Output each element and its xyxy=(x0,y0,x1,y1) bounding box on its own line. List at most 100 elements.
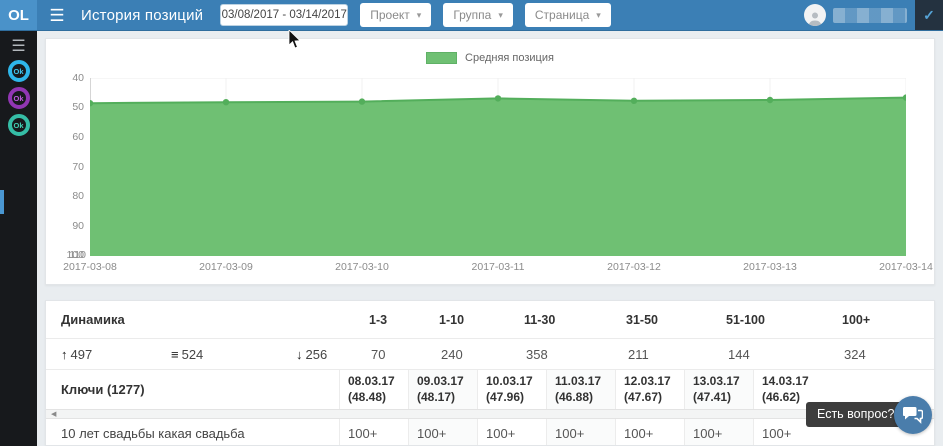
dropdown-group-label: Группа xyxy=(453,8,492,22)
left-sidebar: ☰ Ok Ok Ok xyxy=(0,30,37,446)
mover-count: 256 xyxy=(305,346,328,362)
username-redacted xyxy=(833,7,907,23)
date-column-header: 14.03.17 (46.62) xyxy=(753,370,822,409)
date-average: (46.62) xyxy=(762,389,801,404)
date-range-input[interactable] xyxy=(220,4,349,26)
dropdown-project-label: Проект xyxy=(370,8,410,22)
range-header-31-50: 31-50 xyxy=(626,312,658,327)
keys-date-columns: 08.03.17 (48.48) 09.03.17 (48.17) 10.03.17 (4… xyxy=(339,370,822,409)
x-tick-label: 2017-03-13 xyxy=(743,261,797,273)
x-tick-label: 2017-03-10 xyxy=(335,261,389,273)
x-tick-label: 2017-03-12 xyxy=(607,261,661,273)
range-value: 211 xyxy=(628,346,649,362)
keyword-text: 10 лет свадьбы какая свадьба xyxy=(61,425,245,441)
dynamics-range-values: 70 240 358 211 144 324 xyxy=(371,346,934,362)
chevron-down-icon: ▾ xyxy=(416,9,422,20)
date-average: (46.88) xyxy=(555,389,594,404)
y-tick-label: 80 xyxy=(72,190,84,203)
dynamics-header-row: Динамика 1-3 1-10 11-30 31-50 51-100 100+ xyxy=(46,301,934,339)
scroll-left-icon[interactable]: ◀ xyxy=(51,410,57,418)
avatar[interactable] xyxy=(804,4,826,26)
confirm-check-button[interactable]: ✓ xyxy=(915,0,943,30)
y-tick-label: 70 xyxy=(72,160,84,173)
user-icon xyxy=(808,12,822,26)
y-tick-label: 60 xyxy=(72,130,84,143)
chevron-down-icon: ▾ xyxy=(596,9,601,20)
date-average: (48.48) xyxy=(348,389,387,404)
sidebar-status-badge-1[interactable]: Ok xyxy=(7,60,30,82)
dropdown-page-label: Страница xyxy=(534,8,590,22)
sidebar-badges: Ok Ok Ok xyxy=(0,60,37,136)
x-tick-label: 2017-03-14 xyxy=(879,261,933,273)
same-arrow-icon: ≡ xyxy=(171,346,179,362)
dropdown-project[interactable]: Проект ▾ xyxy=(360,3,432,27)
y-tick-label: 90 xyxy=(72,219,84,232)
dropdown-group[interactable]: Группа ▾ xyxy=(443,3,513,27)
range-value: 144 xyxy=(728,346,750,362)
keyword-position-cell: 100+ xyxy=(408,419,477,445)
keyword-position-cell: 100+ xyxy=(753,419,822,445)
dynamics-title: Динамика xyxy=(61,312,125,327)
header-dropdowns: Проект ▾ Группа ▾ Страница ▾ xyxy=(348,3,611,27)
date-average: (48.17) xyxy=(417,389,456,404)
sidebar-status-badge-2[interactable]: Ok xyxy=(7,87,30,109)
menu-hamburger-icon[interactable]: ☰ xyxy=(49,5,65,25)
legend-label: Средняя позиция xyxy=(465,52,554,64)
date-label: 08.03.17 xyxy=(348,374,395,388)
date-column-header: 11.03.17 (46.88) xyxy=(546,370,615,409)
keyword-position-cell: 100+ xyxy=(477,419,546,445)
mover-down: ↓ 256 xyxy=(296,347,371,362)
range-value: 358 xyxy=(526,346,548,362)
range-header-1-10: 1-10 xyxy=(439,312,465,327)
chevron-down-icon: ▾ xyxy=(498,9,503,20)
date-label: 13.03.17 xyxy=(693,374,740,388)
main-content: Средняя позиция 40 50 60 70 80 90 100 110 2017-… xyxy=(37,30,943,446)
keyword-position-cell: 100+ xyxy=(339,419,408,445)
position-chart-panel: Средняя позиция 40 50 60 70 80 90 100 110 2017-… xyxy=(45,38,935,285)
range-value: 324 xyxy=(844,346,866,362)
page-title: История позиций xyxy=(81,6,204,24)
chart-legend[interactable]: Средняя позиция xyxy=(46,52,934,64)
keyword-values: 100+ 100+ 100+ 100+ 100+ 100+ 100+ xyxy=(339,419,822,445)
keys-title: Ключи (1277) xyxy=(61,382,145,397)
y-tick-label: 50 xyxy=(72,101,84,114)
dropdown-page[interactable]: Страница ▾ xyxy=(524,3,611,27)
sidebar-active-indicator xyxy=(0,190,4,214)
legend-swatch xyxy=(426,52,458,64)
app-logo[interactable]: OL xyxy=(0,0,37,30)
horizontal-scrollbar[interactable]: ◀ xyxy=(46,409,934,419)
sidebar-status-badge-3[interactable]: Ok xyxy=(7,114,30,136)
positions-table-panel: Динамика 1-3 1-10 11-30 31-50 51-100 100+ ↑ 49… xyxy=(45,300,935,446)
mover-up: ↑ 497 xyxy=(46,347,171,362)
range-header-100+: 100+ xyxy=(842,312,871,327)
mover-same: ≡ 524 xyxy=(171,347,296,362)
dynamics-values-row: ↑ 497 ≡ 524 ↓ 256 70 240 358 211 144 324 xyxy=(46,339,934,369)
y-tick-label: 40 xyxy=(72,71,84,84)
help-tooltip: Есть вопрос? xyxy=(806,402,908,427)
y-tick-label-overlap: 100 xyxy=(66,249,84,261)
range-header-11-30: 11-30 xyxy=(524,312,556,327)
x-tick-label: 2017-03-11 xyxy=(471,261,525,273)
dynamics-movers: ↑ 497 ≡ 524 ↓ 256 xyxy=(46,347,371,362)
range-value: 240 xyxy=(441,346,463,362)
range-header-51-100: 51-100 xyxy=(726,312,765,327)
range-header-1-3: 1-3 xyxy=(369,312,388,327)
x-tick-label: 2017-03-09 xyxy=(199,261,253,273)
date-column-header: 12.03.17 (47.67) xyxy=(615,370,684,409)
chat-bubbles-icon xyxy=(903,407,923,424)
keyword-row[interactable]: 10 лет свадьбы какая свадьба 100+ 100+ 100+… xyxy=(46,419,934,445)
date-column-header: 13.03.17 (47.41) xyxy=(684,370,753,409)
date-column-header: 10.03.17 (47.96) xyxy=(477,370,546,409)
chat-widget-button[interactable] xyxy=(894,396,932,434)
date-column-header: 09.03.17 (48.17) xyxy=(408,370,477,409)
mover-count: 524 xyxy=(181,346,204,362)
date-label: 14.03.17 xyxy=(762,374,809,388)
sidebar-menu-icon[interactable]: ☰ xyxy=(11,38,26,55)
mover-count: 497 xyxy=(70,346,93,362)
y-tick-label-overlap: 110 xyxy=(69,249,86,261)
date-column-header: 08.03.17 (48.48) xyxy=(339,370,408,409)
date-label: 12.03.17 xyxy=(624,374,671,388)
keyword-position-cell: 100+ xyxy=(684,419,753,445)
keys-header-row: Ключи (1277) 08.03.17 (48.48) 09.03.17 (48.… xyxy=(46,369,934,409)
